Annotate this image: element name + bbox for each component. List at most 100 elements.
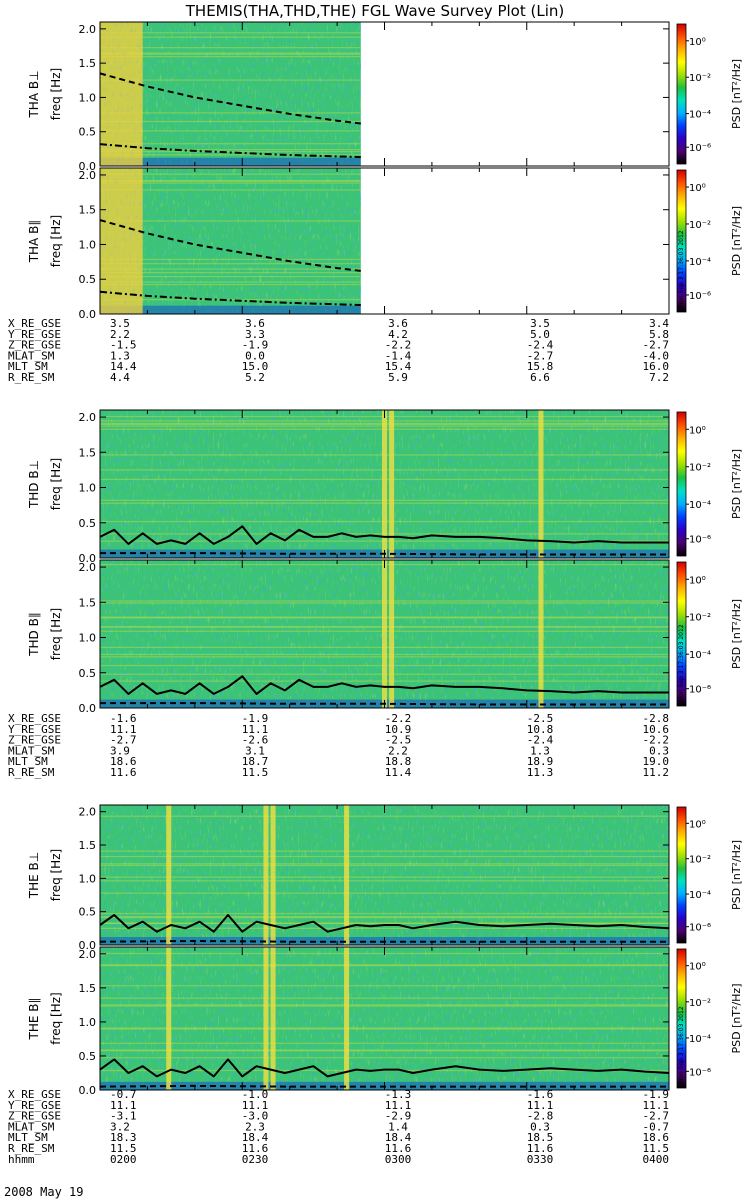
colorbar (676, 23, 687, 165)
y-tick-label: 1.5 (79, 446, 97, 459)
bright-stripe (382, 410, 387, 558)
timestamp-stamp: Mon Sep 3 17:36:03 2012 (678, 624, 685, 702)
ephemeris-row-name: R_RE_SM (8, 766, 55, 779)
harmonic-line (100, 1028, 669, 1030)
ephemeris-value: 11.5 (110, 1142, 137, 1155)
ephemeris-row-name: Y_RE_GSE (8, 1099, 61, 1112)
colorbar (676, 169, 687, 313)
colorbar (676, 948, 687, 1089)
y-tick-label: 2.0 (79, 23, 97, 36)
ephemeris-value: 19.0 (643, 755, 670, 768)
harmonic-line (100, 863, 669, 865)
harmonic-line (100, 173, 361, 175)
y-tick-label: 2.0 (79, 948, 97, 961)
harmonic-line (100, 55, 361, 58)
ephemeris-value: 18.9 (527, 755, 554, 768)
ephemeris-value: -1.6 (527, 1088, 554, 1101)
ephemeris-value: 11.1 (242, 723, 269, 736)
ephemeris-value: 1.3 (110, 349, 130, 362)
colorbar-tick-label: 10⁻² (689, 463, 711, 474)
ephemeris-value: -1.6 (110, 712, 137, 725)
bright-stripe (382, 560, 387, 708)
ephemeris-value: -2.4 (527, 734, 554, 747)
y-tick-label: 0.0 (79, 939, 97, 952)
harmonic-line (100, 220, 361, 222)
ephemeris-value: 0.0 (245, 349, 265, 362)
ephemeris-value: -3.1 (110, 1110, 137, 1123)
harmonic-line (100, 79, 361, 81)
ephemeris-row-name: MLT_SM (8, 360, 48, 373)
y-tick-label: 0.5 (79, 126, 97, 139)
y-tick-label: 0.5 (79, 667, 97, 680)
harmonic-line (100, 1027, 669, 1029)
y-axis-unit: freq [Hz] (49, 992, 63, 1044)
spectrogram-noise-yellow (100, 168, 361, 314)
series-line-solid (99, 675, 669, 695)
colorbar-tick-label: 10⁻⁴ (689, 1034, 711, 1045)
colorbar (676, 806, 687, 944)
ephemeris-value: 3.1 (245, 744, 265, 757)
ephemeris-row-name: Y_RE_GSE (8, 723, 61, 736)
colorbar-tick-label: 10⁻⁶ (689, 923, 711, 934)
y-axis-label: THA B∥ (27, 220, 41, 264)
ephemeris-row-name: MLAT_SM (8, 1120, 55, 1133)
ephemeris-row-name: X_RE_GSE (8, 317, 61, 330)
ephemeris-value: -1.0 (242, 1088, 269, 1101)
harmonic-line (100, 120, 361, 123)
series-line-dashed (99, 219, 361, 272)
ephemeris-value: 2.3 (245, 1120, 265, 1133)
ephemeris-value: 18.4 (242, 1131, 269, 1144)
harmonic-line (100, 1042, 669, 1044)
ephemeris-value: 18.7 (242, 755, 269, 768)
colorbar-tick-label: 10⁻⁶ (689, 143, 711, 154)
colorbar-tick-label: 10⁻⁴ (689, 890, 711, 901)
ephemeris-row-name: X_RE_GSE (8, 712, 61, 725)
harmonic-line (100, 258, 361, 260)
ephemeris-value: 3.4 (649, 317, 669, 330)
ephemeris-value: 11.3 (527, 766, 554, 779)
ephemeris-value: 3.5 (110, 317, 130, 330)
spectrogram-panel-6: 0.0 0.5 1.0 1.5 2.0 THE B∥ freq [Hz] 10⁰ 10⁻² 10⁻… (27, 946, 743, 1097)
ephemeris-value: 0400 (643, 1153, 670, 1166)
ephemeris-value: 3.6 (388, 317, 408, 330)
harmonic-line (100, 916, 669, 919)
y-tick-label: 0.0 (79, 308, 97, 321)
harmonic-line (100, 272, 361, 274)
ephemeris-value: 11.4 (385, 766, 412, 779)
colorbar-tick-label: 10⁰ (689, 183, 706, 194)
ephemeris-value: 11.5 (242, 766, 269, 779)
ephemeris-value: -1.4 (385, 349, 412, 362)
ephemeris-value: -2.2 (385, 712, 412, 725)
spectrogram-panel-1: 0.0 0.5 1.0 1.5 2.0 THA B⊥ freq [Hz] 10⁰ 10⁻² 10⁻… (27, 21, 743, 173)
colorbar-tick-label: 10⁰ (689, 425, 706, 436)
harmonic-line (100, 1057, 669, 1059)
y-tick-label: 1.5 (79, 839, 97, 852)
harmonic-line (100, 275, 361, 278)
series-line-dashed (99, 72, 361, 125)
y-axis-label: THE B∥ (27, 998, 41, 1041)
ephemeris-value: 5.2 (245, 371, 265, 384)
ephemeris-row-name: R_RE_SM (8, 1142, 55, 1155)
harmonic-line (100, 180, 361, 182)
colorbar-label: PSD [nT²/Hz] (730, 599, 743, 669)
ephemeris-value: -1.9 (643, 1088, 670, 1101)
ephemeris-value: 0.3 (530, 1120, 550, 1133)
harmonic-line (100, 112, 361, 114)
ephemeris-value: 11.1 (110, 1099, 137, 1112)
y-axis-unit: freq [Hz] (49, 458, 63, 510)
ephemeris-value: 3.2 (110, 1120, 130, 1133)
ephemeris-value: 3.9 (110, 744, 130, 757)
harmonic-line (100, 130, 361, 132)
harmonic-line (100, 864, 669, 867)
colorbar-tick-label: 10⁻⁴ (689, 500, 711, 511)
ephemeris-value: -3.0 (242, 1110, 269, 1123)
spectrogram-noise-yellow (100, 805, 669, 945)
y-tick-label: 0.0 (79, 160, 97, 173)
colorbar-tick-label: 10⁻⁶ (689, 291, 711, 302)
colorbar-tick-label: 10⁻² (689, 220, 711, 231)
ephemeris-block-2: X_RE_GSE -1.6 -1.9 -2.2 -2.5 -2.8 Y_RE_GSE 11.1… (8, 712, 669, 779)
low-freq-band (100, 157, 361, 166)
ephemeris-value: 11.6 (110, 766, 137, 779)
spectrogram-panel-2: 0.0 0.5 1.0 1.5 2.0 THA B∥ freq [Hz] 10⁰ 10⁻² 10⁻… (27, 167, 743, 321)
